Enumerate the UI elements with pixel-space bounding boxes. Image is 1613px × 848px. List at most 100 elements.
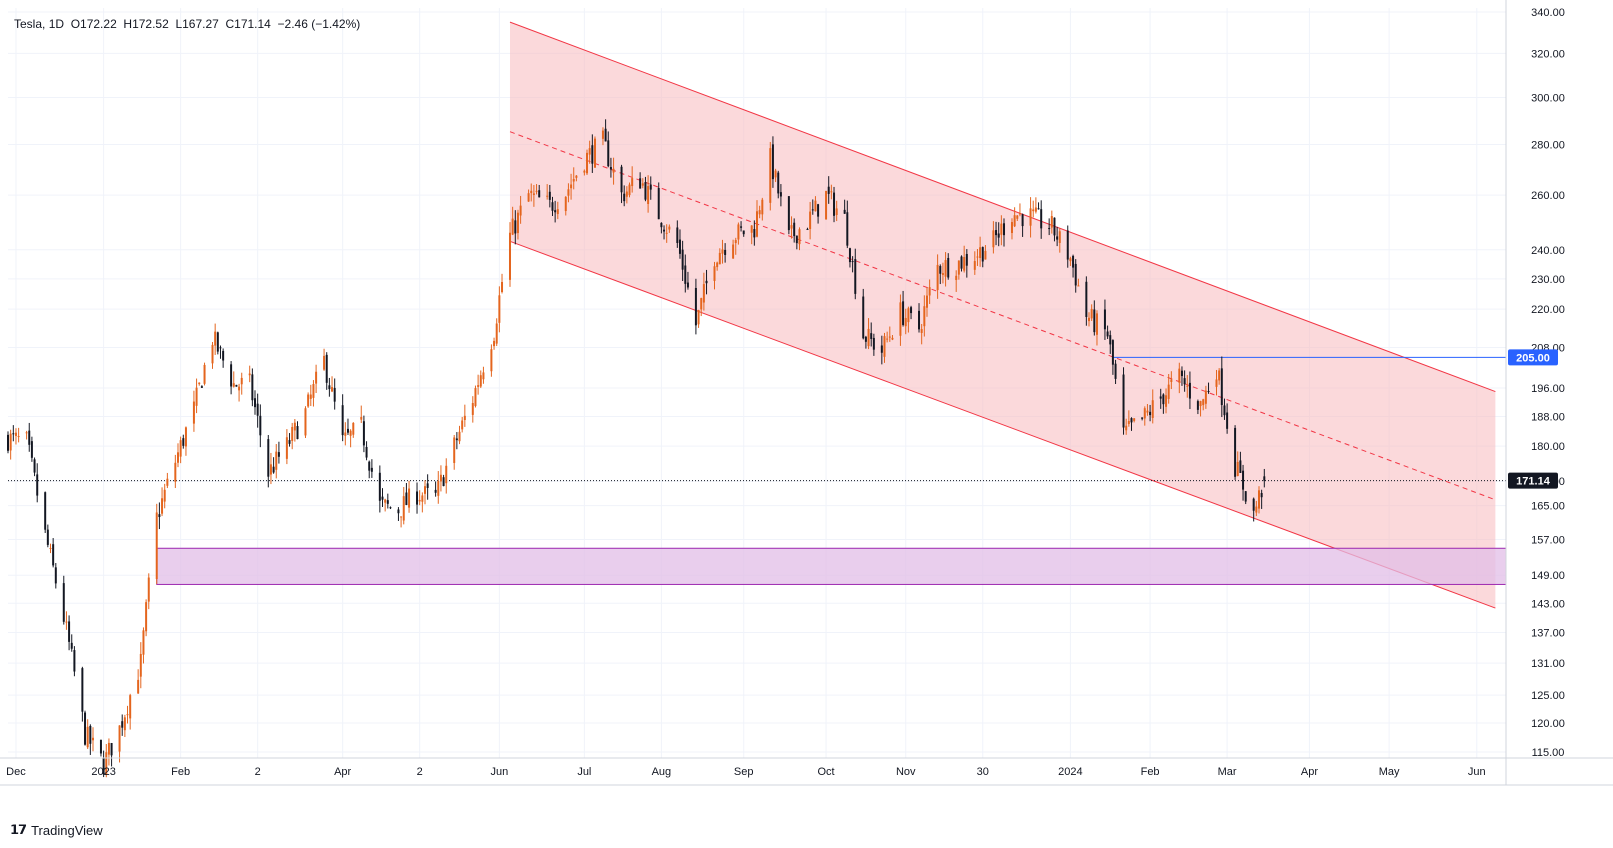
- candle-body: [54, 567, 57, 584]
- candle-body: [713, 266, 716, 281]
- candle-body: [30, 441, 33, 458]
- candle-body: [833, 192, 836, 216]
- candle-body: [604, 128, 607, 142]
- candle-body: [1074, 263, 1077, 286]
- candle-body: [583, 170, 586, 173]
- candle-body: [676, 227, 679, 243]
- candle-body: [774, 170, 777, 178]
- candle-body: [198, 382, 201, 385]
- candle-body: [458, 431, 461, 442]
- candle-body: [426, 483, 429, 488]
- candle-body: [1223, 405, 1226, 416]
- candle-body: [1239, 460, 1242, 473]
- candle-body: [490, 349, 493, 372]
- candle-body: [86, 726, 89, 748]
- candle-body: [1103, 309, 1106, 330]
- axes: 340.00 320.00 300.00 280.00 260.00 240.00 230.…: [0, 0, 1613, 786]
- candle-body: [694, 287, 697, 326]
- candle-body: [1034, 207, 1037, 212]
- candle-body: [530, 190, 533, 194]
- candle-body: [219, 347, 222, 349]
- candle-body: [52, 544, 55, 566]
- candle-body: [750, 225, 753, 233]
- brand-name: TradingView: [31, 822, 103, 838]
- candle-body: [238, 386, 241, 391]
- candle-body: [139, 653, 142, 677]
- candle-body: [1010, 222, 1013, 234]
- price-tick-label: 120.00: [1531, 718, 1565, 730]
- candle-body: [1218, 370, 1221, 381]
- candle-body: [508, 232, 511, 280]
- candle-body: [519, 205, 522, 216]
- candle-body: [259, 415, 262, 436]
- candle-body: [179, 440, 182, 457]
- candle-body: [346, 428, 349, 433]
- tradingview-brand[interactable]: 𝟭𝟳 TradingView: [10, 822, 103, 838]
- candle-body: [995, 230, 998, 236]
- candle-body: [99, 739, 102, 754]
- price-tick-label: 240.00: [1531, 245, 1565, 257]
- legend-symbol: Tesla: [14, 17, 43, 31]
- candle-body: [9, 433, 12, 451]
- candle-body: [779, 192, 782, 197]
- candle-body: [902, 301, 905, 325]
- candle-body: [370, 467, 373, 472]
- candle-body: [567, 189, 570, 196]
- candle-body: [575, 175, 578, 178]
- candle-body: [418, 499, 421, 502]
- candle-body: [880, 345, 883, 353]
- candle-body: [965, 253, 968, 266]
- last-price-badge-bg: [1508, 472, 1558, 489]
- candle-body: [68, 621, 71, 642]
- candle-body: [1255, 506, 1258, 513]
- time-tick-label: Jul: [577, 766, 591, 778]
- candle-body: [161, 498, 164, 514]
- candle-body: [1199, 401, 1202, 407]
- candle-body: [240, 377, 243, 385]
- candle-body: [814, 200, 817, 212]
- candle-body: [211, 344, 214, 364]
- candle-body: [601, 130, 604, 139]
- candle-body: [1003, 223, 1006, 236]
- candle-body: [756, 211, 758, 237]
- candle-body: [1162, 394, 1165, 405]
- candle-body: [1178, 368, 1181, 383]
- candle-body: [155, 512, 158, 580]
- candle-body: [453, 437, 456, 463]
- candle-body: [248, 373, 251, 376]
- candle-body: [976, 256, 979, 258]
- candle-body: [806, 228, 809, 230]
- candle-body: [684, 265, 687, 284]
- candle-body: [1090, 308, 1093, 319]
- candle-body: [232, 383, 235, 387]
- candle-body: [904, 317, 907, 327]
- candle-body: [129, 695, 132, 719]
- candle-body: [1146, 410, 1149, 413]
- candle-body: [214, 331, 217, 346]
- candle-body: [609, 167, 612, 170]
- candle-body: [1180, 370, 1183, 377]
- time-tick-label: Oct: [817, 766, 834, 778]
- candle-body: [941, 273, 944, 275]
- candle-body: [1186, 385, 1189, 387]
- candle-body: [1236, 461, 1239, 477]
- candle-body: [625, 191, 628, 197]
- candle-body: [17, 436, 20, 438]
- candle-body: [1204, 390, 1207, 404]
- candle-body: [416, 491, 419, 505]
- last-price-badge: 171.14: [1516, 476, 1551, 488]
- candle-body: [586, 152, 589, 174]
- price-tick-label: 280.00: [1531, 140, 1565, 152]
- candle-body: [304, 408, 307, 436]
- candle-body: [272, 466, 275, 473]
- candle-body: [1242, 470, 1245, 490]
- candle-body: [886, 338, 889, 340]
- candle-body: [105, 752, 108, 775]
- candle-body: [787, 196, 790, 231]
- candle-body: [434, 489, 437, 493]
- candle-body: [514, 220, 517, 234]
- candle-body: [1066, 230, 1069, 260]
- candle-body: [49, 548, 52, 550]
